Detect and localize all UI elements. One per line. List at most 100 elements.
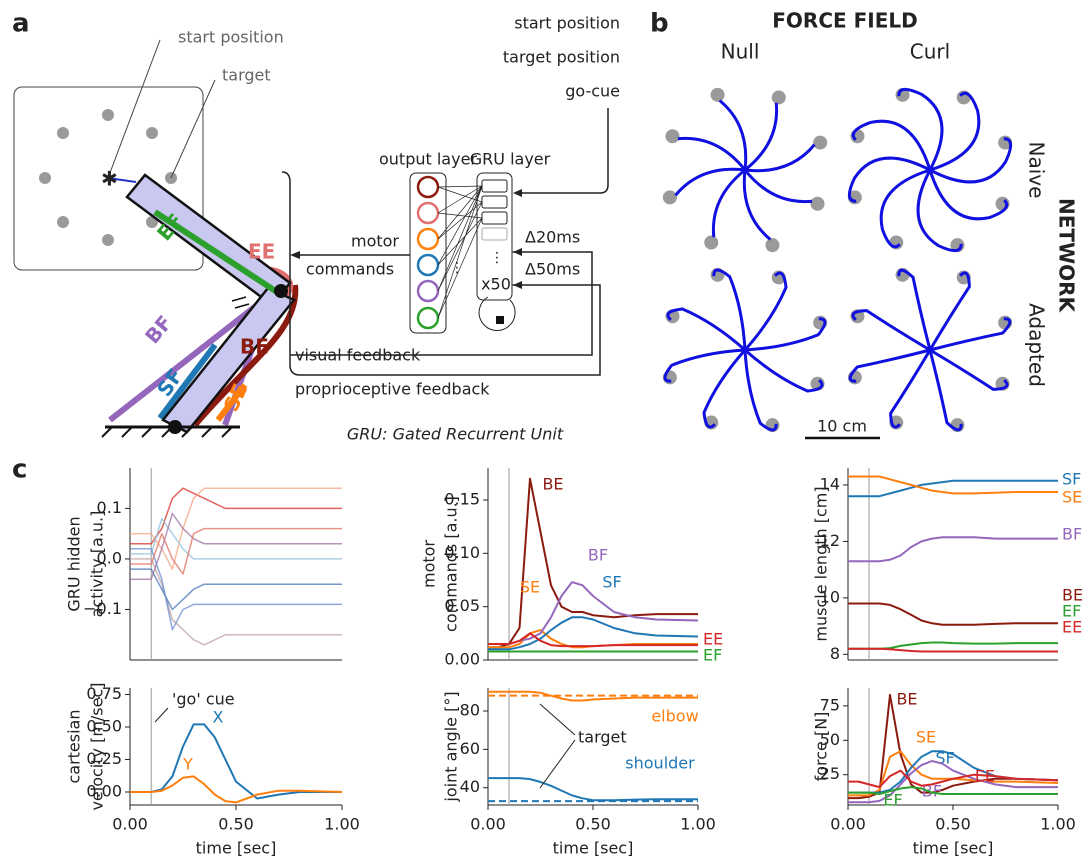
pointer <box>108 40 160 178</box>
series-label: BF <box>1062 525 1082 544</box>
series-label: SE <box>520 578 540 597</box>
y-tick-label: 40 <box>460 777 480 796</box>
arrowhead <box>513 189 522 197</box>
figure: a start position target ✱ EF EE BF SF BE… <box>0 0 1085 860</box>
trajectories <box>663 88 1012 432</box>
series-label: SF <box>602 573 621 592</box>
series-line <box>848 604 1058 625</box>
panel-title: FORCE FIELD <box>772 9 917 33</box>
series-label: SE <box>916 728 936 747</box>
arrowhead <box>512 252 520 285</box>
series-line <box>130 514 342 580</box>
label: proprioceptive feedback <box>295 380 490 399</box>
ellipsis: ⋮ <box>490 250 504 266</box>
y-axis-label: GRU hidden <box>65 516 84 611</box>
x-tick-label: 0.00 <box>830 815 866 834</box>
break <box>232 297 249 308</box>
panel-letter: b <box>650 9 669 39</box>
trajectory <box>745 350 822 391</box>
trajectory <box>853 311 930 350</box>
label: target <box>222 66 271 85</box>
annotation-line <box>540 740 575 788</box>
x-tick-label: 0.00 <box>470 815 506 834</box>
label: Δ50ms <box>525 260 580 279</box>
label: commands <box>306 260 394 279</box>
muscle-label: EE <box>248 240 275 264</box>
label: Δ20ms <box>525 228 580 247</box>
series-label: SF <box>1062 470 1081 489</box>
series-label: BE <box>896 690 917 709</box>
annotation: 'go' cue <box>172 690 235 709</box>
label: GRU layer <box>470 150 551 169</box>
joint <box>274 284 288 298</box>
scale-label: 10 cm <box>817 417 867 436</box>
panel-letter: c <box>12 455 27 485</box>
trajectory <box>930 319 1010 350</box>
label: motor <box>351 232 399 251</box>
target <box>811 197 825 211</box>
x-axis-label: time [sec] <box>553 839 634 858</box>
x-tick-label: 1.00 <box>680 815 716 834</box>
trajectory <box>881 170 930 247</box>
x-tick-label: 0.50 <box>935 815 971 834</box>
label: x50 <box>481 275 511 294</box>
caption: GRU: Gated Recurrent Unit <box>347 425 564 444</box>
annotation: target <box>578 728 627 747</box>
series-label: EF <box>703 646 722 665</box>
x-tick-label: 0.00 <box>112 815 148 834</box>
trajectory <box>853 121 930 170</box>
x-tick-label: 1.00 <box>1040 815 1076 834</box>
series-label: EF <box>883 791 902 810</box>
trajectory <box>678 138 745 170</box>
output-units <box>418 177 438 328</box>
y-axis-label: force [N] <box>812 712 831 782</box>
y-tick-label: 8 <box>830 644 840 663</box>
series-label: EE <box>1062 618 1082 637</box>
series-label: SE <box>1062 488 1082 507</box>
series-line <box>130 724 342 798</box>
trajectory <box>745 170 812 202</box>
trajectory <box>745 273 786 350</box>
label: visual feedback <box>295 346 421 365</box>
target <box>704 236 718 250</box>
y-axis-label: cartesian <box>65 709 84 783</box>
series-label: Y <box>182 755 193 774</box>
recurrence <box>479 297 515 331</box>
target <box>711 88 725 102</box>
x-axis-label: time [sec] <box>913 839 994 858</box>
trajectory <box>930 170 1007 219</box>
series-label: BE <box>542 475 563 494</box>
y-tick-label: 0.00 <box>444 650 480 669</box>
label: go-cue <box>565 82 620 101</box>
trajectory <box>899 270 930 350</box>
y-axis-label: motor <box>420 540 439 588</box>
series-label: X <box>213 708 224 727</box>
series-label: EE <box>975 767 995 786</box>
series-line <box>848 537 1058 561</box>
x-tick-label: 0.50 <box>575 815 611 834</box>
series-line <box>130 519 342 559</box>
trajectory <box>930 350 961 430</box>
connections <box>438 186 482 318</box>
series-line <box>848 649 1058 652</box>
arrowhead <box>513 248 522 289</box>
muscle-label: BF <box>140 311 177 349</box>
trajectory <box>930 93 979 170</box>
arrowhead <box>290 251 300 259</box>
trajectory <box>744 170 770 240</box>
y-tick-label: 80 <box>460 701 480 720</box>
trajectory <box>720 100 746 170</box>
column-label: Curl <box>910 40 950 64</box>
series-line <box>130 569 342 609</box>
x-tick-label: 0.50 <box>218 815 254 834</box>
trajectory <box>704 350 745 427</box>
y-tick-label: 75 <box>820 695 840 714</box>
x-axis-label: time [sec] <box>196 839 277 858</box>
start-marker: ✱ <box>101 167 118 191</box>
series-line <box>488 778 698 800</box>
row-label: Naive <box>1025 142 1049 199</box>
annotation-line <box>155 708 168 722</box>
trajectory <box>930 350 1007 389</box>
trajectory <box>713 170 745 237</box>
